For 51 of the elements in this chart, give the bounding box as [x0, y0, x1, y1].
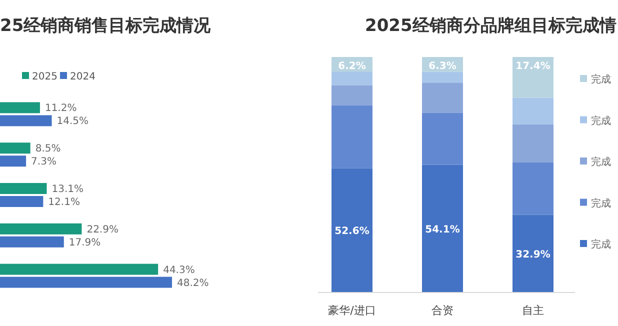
bar [512, 214, 554, 292]
bar [332, 105, 372, 168]
bar [0, 156, 26, 167]
legend-label: 完成 [591, 74, 611, 86]
data-label: 8.5% [35, 144, 61, 155]
data-label: 12.1% [48, 197, 80, 208]
data-label: 54.1% [425, 224, 460, 236]
bar [332, 168, 372, 292]
data-label: 17.4% [516, 61, 550, 72]
data-label: 32.9% [516, 249, 550, 260]
data-label: 6.2% [338, 61, 366, 72]
bar [422, 112, 463, 165]
bar [0, 276, 172, 288]
legend-label: 完成 [591, 238, 611, 250]
bar [0, 115, 52, 126]
data-label: 13.1% [52, 184, 84, 195]
x-tick-label: 自主 [522, 304, 544, 317]
legend-label: 完成 [591, 197, 611, 210]
data-label: 17.9% [68, 237, 101, 248]
bar [0, 196, 44, 207]
bar [0, 223, 82, 234]
bar [0, 102, 40, 114]
bar [422, 72, 463, 83]
data-label: 11.2% [44, 103, 77, 114]
chart-title: 25经销商销售目标完成情况 [0, 16, 212, 36]
data-label: 52.6% [334, 226, 370, 238]
bar [0, 236, 64, 248]
x-tick-label: 豪华/进口 [328, 304, 376, 317]
bar [332, 72, 372, 86]
data-label: 22.9% [86, 224, 118, 236]
bar [0, 142, 30, 154]
legend-label: 2025 [32, 72, 58, 82]
data-label: 14.5% [56, 116, 89, 128]
legend-label: 2024 [70, 72, 96, 82]
bar [0, 264, 158, 275]
legend-label: 完成 [591, 156, 611, 168]
chart-title: 2025经销商分品牌组目标完成情 [365, 16, 616, 36]
bar [332, 85, 372, 106]
bar [512, 162, 554, 215]
bar [422, 164, 463, 292]
bar [512, 98, 554, 124]
bar [0, 183, 47, 194]
data-label: 7.3% [31, 156, 56, 168]
data-label: 44.3% [163, 264, 195, 276]
data-label: 6.3% [428, 61, 456, 72]
bar [422, 82, 463, 113]
bar [512, 124, 554, 163]
x-tick-label: 合资 [432, 304, 454, 317]
data-label: 48.2% [177, 278, 209, 289]
legend-label: 完成 [591, 114, 611, 127]
bar [512, 57, 554, 98]
